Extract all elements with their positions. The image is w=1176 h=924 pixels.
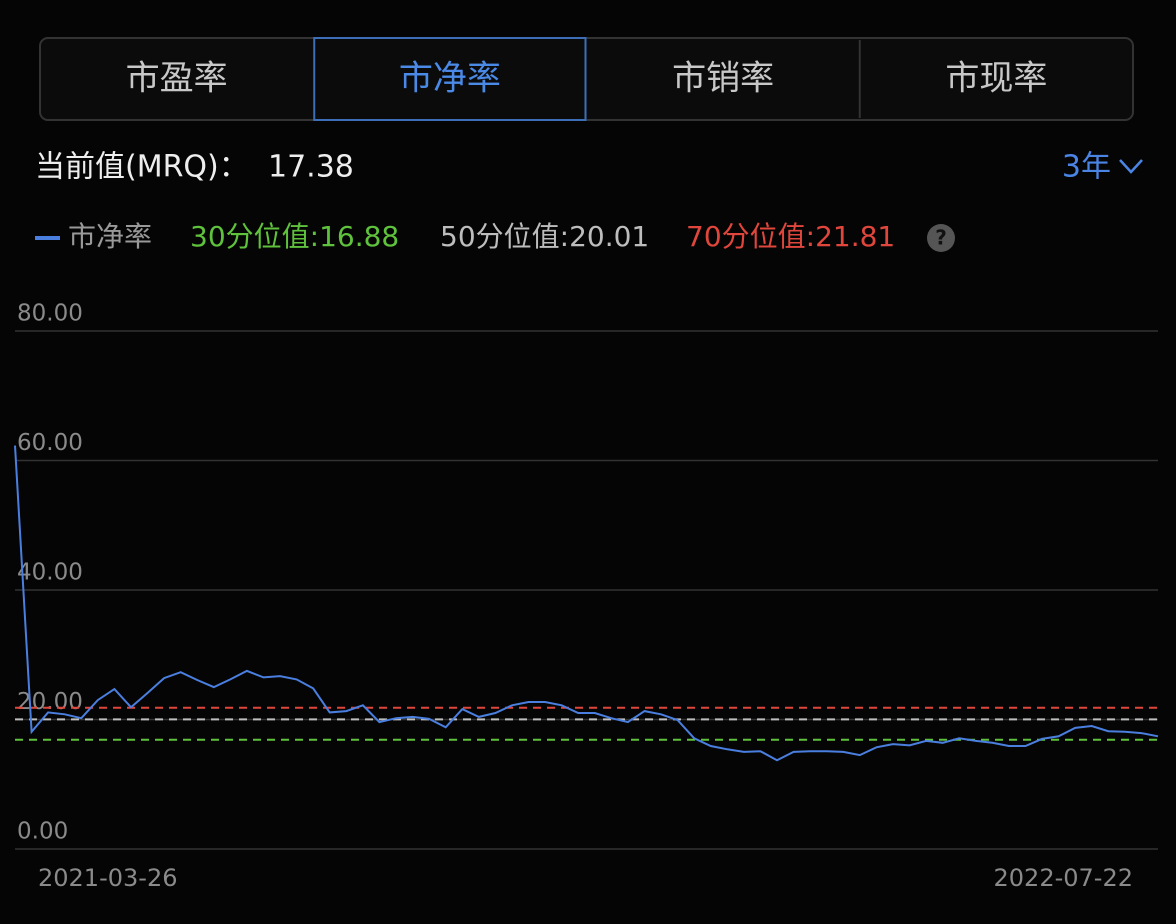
reference-label: 50分位值:20.01 [440,220,649,253]
y-tick-label: 40.00 [17,560,83,586]
x-tick-label: 2022-07-22 [994,864,1133,892]
legend-label: 市净率 [68,220,152,253]
y-tick-label: 20.00 [17,689,83,715]
tab-label[interactable]: 市现率 [945,59,1047,99]
reference-label: 30分位值:16.88 [190,220,399,253]
y-tick-label: 80.00 [17,301,83,327]
tab-label[interactable]: 市销率 [672,59,774,99]
series-line [14,445,1159,762]
tab-active[interactable] [313,37,587,121]
y-tick-label: 0.00 [17,819,68,845]
current-label: 当前值(MRQ)： [35,150,249,185]
help-icon[interactable] [927,224,955,252]
help-mark: ? [935,226,947,250]
y-tick-label: 60.00 [17,430,83,456]
tab-label[interactable]: 市盈率 [126,59,228,99]
period-selector[interactable]: 3年 [1062,150,1111,185]
x-tick-label: 2021-03-26 [38,864,177,892]
chevron[interactable] [1119,159,1143,174]
current-value: 17.38 [268,150,354,185]
tab-label[interactable]: 市净率 [399,59,501,99]
reference-label: 70分位值:21.81 [686,220,895,253]
